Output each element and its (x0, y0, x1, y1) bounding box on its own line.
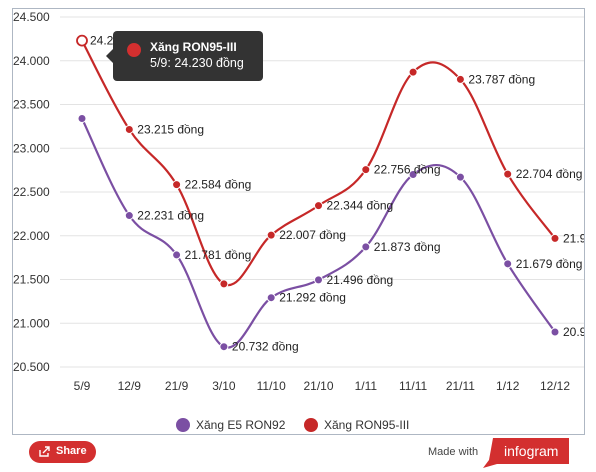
y-tick-label: 24.000 (13, 54, 50, 68)
data-point (361, 165, 371, 175)
data-label: 20.732 đồng (232, 340, 299, 354)
x-tick-label: 12/12 (540, 379, 570, 393)
y-tick-label: 20.500 (13, 360, 50, 374)
data-point (455, 74, 465, 84)
share-button[interactable]: Share (29, 441, 96, 463)
data-point (219, 279, 229, 289)
data-label: 23.215 đồng (137, 122, 204, 136)
chart-frame: 20.500 21.000 21.500 22.000 22.500 23.000 23.5… (12, 8, 585, 435)
data-label: 22.007 đồng (279, 228, 346, 242)
data-point (361, 242, 371, 252)
line-chart: 20.500 21.000 21.500 22.000 22.500 23.000 23.5… (13, 10, 585, 432)
legend-swatch (176, 418, 190, 432)
legend-swatch (304, 418, 318, 432)
data-point (503, 169, 513, 179)
data-point (266, 230, 276, 240)
tooltip-series-name: Xăng RON95-III (150, 40, 237, 54)
tooltip-arrow (106, 49, 113, 63)
x-tick-label: 12/9 (118, 379, 142, 393)
y-tick-label: 22.500 (13, 185, 50, 199)
x-tick-label: 11/10 (257, 379, 286, 393)
data-label: 21.970 đồng (563, 231, 585, 245)
tooltip-value: 5/9: 24.230 đồng (150, 56, 244, 70)
data-label: 22.344 đồng (327, 199, 394, 213)
x-tick-label: 11/11 (399, 379, 428, 393)
data-point (172, 250, 182, 260)
data-point (314, 201, 323, 211)
y-tick-label: 21.000 (13, 316, 50, 330)
tooltip-series-dot (127, 43, 141, 57)
data-label: 21.292 đồng (279, 291, 346, 305)
data-label: 22.231 đồng (137, 209, 204, 223)
data-label: 21.781 đồng (185, 248, 252, 262)
data-point (172, 180, 182, 190)
data-point (408, 170, 418, 179)
data-label: 21.496 đồng (327, 273, 394, 287)
data-label: 22.704 đồng (516, 167, 583, 181)
data-label: 22.756 đồng (374, 163, 441, 177)
x-tick-label: 3/10 (212, 379, 236, 393)
y-tick-label: 23.000 (13, 141, 50, 155)
x-tick-label: 5/9 (74, 379, 91, 393)
data-label: 21.679 đồng (516, 257, 583, 271)
y-tick-label: 21.500 (13, 273, 50, 287)
data-point (408, 67, 418, 77)
y-tick-label: 24.500 (13, 10, 50, 24)
data-point (77, 114, 87, 123)
infogram-logo[interactable]: infogram (483, 438, 569, 468)
data-point (266, 293, 276, 303)
data-label: 20.900 đồng (563, 325, 585, 339)
infogram-brand: infogram (504, 443, 559, 459)
legend-label: Xăng E5 RON92 (196, 418, 286, 432)
data-point (455, 172, 465, 182)
made-with-text: Made with (428, 446, 479, 458)
data-point (124, 211, 134, 221)
data-point (503, 259, 513, 269)
x-tick-label: 21/11 (446, 379, 475, 393)
share-icon (39, 446, 50, 457)
data-point-highlighted (76, 34, 88, 47)
data-point (550, 233, 560, 243)
x-tick-label: 1/11 (355, 379, 378, 393)
data-label: 22.584 đồng (185, 178, 252, 192)
share-label: Share (56, 445, 87, 457)
data-point (314, 275, 323, 285)
infogram-badge-shape (483, 438, 569, 468)
data-label: 21.873 đồng (374, 240, 441, 254)
legend-label: Xăng RON95-III (324, 418, 409, 432)
tooltip: Xăng RON95-III 5/9: 24.230 đồng (106, 31, 263, 81)
x-tick-label: 21/9 (165, 379, 189, 393)
data-point (219, 342, 229, 352)
data-point (550, 327, 560, 337)
x-tick-label: 1/12 (496, 379, 520, 393)
y-tick-label: 22.000 (13, 229, 50, 243)
data-point (124, 124, 134, 134)
x-tick-label: 21/10 (303, 379, 333, 393)
y-tick-label: 23.500 (13, 98, 50, 112)
data-label: 23.787 đồng (468, 72, 535, 86)
